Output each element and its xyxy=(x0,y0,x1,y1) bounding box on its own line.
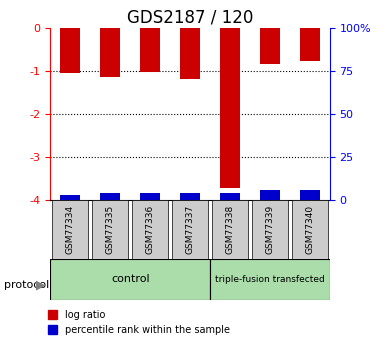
Text: GSM77334: GSM77334 xyxy=(66,205,75,254)
Bar xyxy=(140,28,160,72)
Text: GSM77335: GSM77335 xyxy=(106,205,115,254)
Text: GSM77339: GSM77339 xyxy=(265,205,274,254)
FancyBboxPatch shape xyxy=(132,200,168,259)
Text: control: control xyxy=(111,275,149,284)
Text: GSM77340: GSM77340 xyxy=(305,205,314,254)
Bar xyxy=(180,193,200,200)
Bar xyxy=(100,28,120,77)
Title: GDS2187 / 120: GDS2187 / 120 xyxy=(127,8,253,26)
Text: ▶: ▶ xyxy=(36,278,45,291)
FancyBboxPatch shape xyxy=(212,200,248,259)
Bar xyxy=(300,28,320,61)
Text: GSM77336: GSM77336 xyxy=(146,205,155,254)
Bar xyxy=(260,28,280,64)
Bar xyxy=(140,193,160,200)
Bar xyxy=(260,190,280,200)
Bar xyxy=(220,28,240,188)
Legend: log ratio, percentile rank within the sample: log ratio, percentile rank within the sa… xyxy=(44,306,234,339)
Bar xyxy=(180,28,200,79)
FancyBboxPatch shape xyxy=(52,200,88,259)
Text: triple-fusion transfected: triple-fusion transfected xyxy=(215,275,325,284)
FancyBboxPatch shape xyxy=(92,200,128,259)
Bar xyxy=(220,193,240,200)
FancyBboxPatch shape xyxy=(50,259,210,300)
Text: GSM77337: GSM77337 xyxy=(185,205,195,254)
Text: protocol: protocol xyxy=(4,280,49,289)
Text: GSM77338: GSM77338 xyxy=(225,205,234,254)
Bar xyxy=(61,195,80,200)
Bar xyxy=(61,28,80,73)
FancyBboxPatch shape xyxy=(292,200,328,259)
FancyBboxPatch shape xyxy=(172,200,208,259)
FancyBboxPatch shape xyxy=(252,200,288,259)
Bar xyxy=(100,193,120,200)
FancyBboxPatch shape xyxy=(210,259,330,300)
Bar xyxy=(300,190,320,200)
